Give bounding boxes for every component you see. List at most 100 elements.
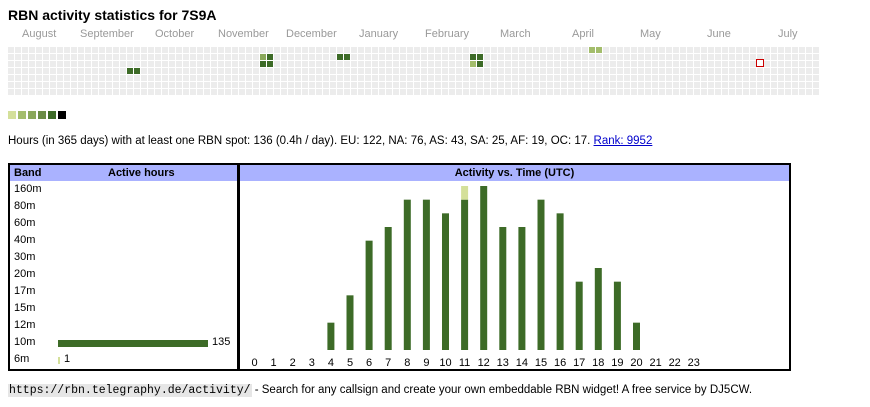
activity-bar: [461, 186, 469, 200]
heatmap-cell: [232, 54, 238, 60]
heatmap-cell: [218, 75, 224, 81]
heatmap-cell: [582, 54, 588, 60]
heatmap-cell: [414, 89, 420, 95]
month-label: March: [500, 28, 531, 40]
heatmap-cell: [624, 61, 630, 67]
heatmap-cell: [50, 54, 56, 60]
heatmap-cell: [547, 68, 553, 74]
heatmap-cell: [540, 82, 546, 88]
heatmap-cell: [295, 82, 301, 88]
hour-tick-label: 9: [423, 357, 429, 369]
heatmap-cell: [22, 47, 28, 53]
heatmap-cell: [505, 61, 511, 67]
heatmap-cell: [666, 68, 672, 74]
heatmap-cell: [526, 61, 532, 67]
heatmap-cell: [596, 68, 602, 74]
heatmap-cell: [267, 61, 273, 67]
band-hours-value: 1: [64, 353, 71, 365]
heatmap-cell: [722, 61, 728, 67]
heatmap-cell: [498, 68, 504, 74]
today-marker: [756, 59, 764, 67]
heatmap-cell: [85, 82, 91, 88]
heatmap-cell: [106, 54, 112, 60]
heatmap-cell: [155, 89, 161, 95]
heatmap-cell: [386, 89, 392, 95]
heatmap-cell: [274, 61, 280, 67]
heatmap-cell: [92, 61, 98, 67]
heatmap-cell: [729, 54, 735, 60]
heatmap-cell: [127, 61, 133, 67]
heatmap-cell: [484, 47, 490, 53]
heatmap-cell: [715, 54, 721, 60]
heatmap-cell: [99, 68, 105, 74]
heatmap-cell: [463, 89, 469, 95]
hour-tick-label: 7: [385, 357, 391, 369]
heatmap-cell: [792, 54, 798, 60]
heatmap-cell: [785, 68, 791, 74]
heatmap-cell: [274, 54, 280, 60]
heatmap-cell: [393, 47, 399, 53]
heatmap-cell: [484, 75, 490, 81]
heatmap-cell: [421, 47, 427, 53]
heatmap-cell: [393, 54, 399, 60]
heatmap-cell: [344, 75, 350, 81]
heatmap-cell: [645, 54, 651, 60]
heatmap-cell: [463, 68, 469, 74]
heatmap-cell: [505, 89, 511, 95]
heatmap-cell: [92, 68, 98, 74]
heatmap-cell: [386, 54, 392, 60]
heatmap-cell: [701, 82, 707, 88]
heatmap-cell: [596, 89, 602, 95]
heatmap-cell: [456, 47, 462, 53]
heatmap-cell: [330, 47, 336, 53]
heatmap-cell: [190, 75, 196, 81]
heatmap-cell: [442, 75, 448, 81]
heatmap-cell: [260, 61, 266, 67]
heatmap-cell: [211, 61, 217, 67]
heatmap-cell: [806, 75, 812, 81]
heatmap-cell: [239, 54, 245, 60]
hour-tick-label: 3: [309, 357, 315, 369]
rank-link[interactable]: Rank: 9952: [593, 135, 653, 147]
heatmap-cell: [246, 54, 252, 60]
heatmap-cell: [701, 75, 707, 81]
heatmap-cell: [120, 82, 126, 88]
heatmap-cell: [547, 54, 553, 60]
heatmap-cell: [435, 89, 441, 95]
heatmap-cell: [652, 47, 658, 53]
heatmap-cell: [498, 61, 504, 67]
heatmap-cell: [554, 61, 560, 67]
heatmap-cell: [190, 54, 196, 60]
heatmap-cell: [491, 82, 497, 88]
heatmap-cell: [428, 75, 434, 81]
heatmap-cell: [92, 54, 98, 60]
hour-tick-label: 5: [347, 357, 353, 369]
heatmap-cell: [50, 47, 56, 53]
footer-url[interactable]: https://rbn.telegraphy.de/activity/: [8, 384, 252, 397]
heatmap-cell: [778, 47, 784, 53]
heatmap-cell: [442, 89, 448, 95]
page-title: RBN activity statistics for 7S9A: [8, 7, 217, 23]
chart-title: Activity vs. Time (UTC): [454, 167, 575, 179]
heatmap-cell: [50, 75, 56, 81]
heatmap-cell: [330, 61, 336, 67]
heatmap-cell: [99, 54, 105, 60]
heatmap-cell: [57, 47, 63, 53]
heatmap-cell: [512, 82, 518, 88]
heatmap-cell: [575, 68, 581, 74]
heatmap-cell: [288, 82, 294, 88]
color-legend: [8, 111, 68, 129]
heatmap-cell: [148, 75, 154, 81]
heatmap-cell: [617, 75, 623, 81]
heatmap-cell: [162, 54, 168, 60]
heatmap-cell: [302, 68, 308, 74]
heatmap-cell: [449, 89, 455, 95]
heatmap-cell: [15, 82, 21, 88]
heatmap-cell: [414, 75, 420, 81]
heatmap-cell: [337, 54, 343, 60]
heatmap-cell: [190, 68, 196, 74]
activity-bar: [346, 295, 354, 350]
heatmap-cell: [57, 61, 63, 67]
band-column-header: Band: [14, 167, 42, 179]
heatmap-cell: [526, 89, 532, 95]
